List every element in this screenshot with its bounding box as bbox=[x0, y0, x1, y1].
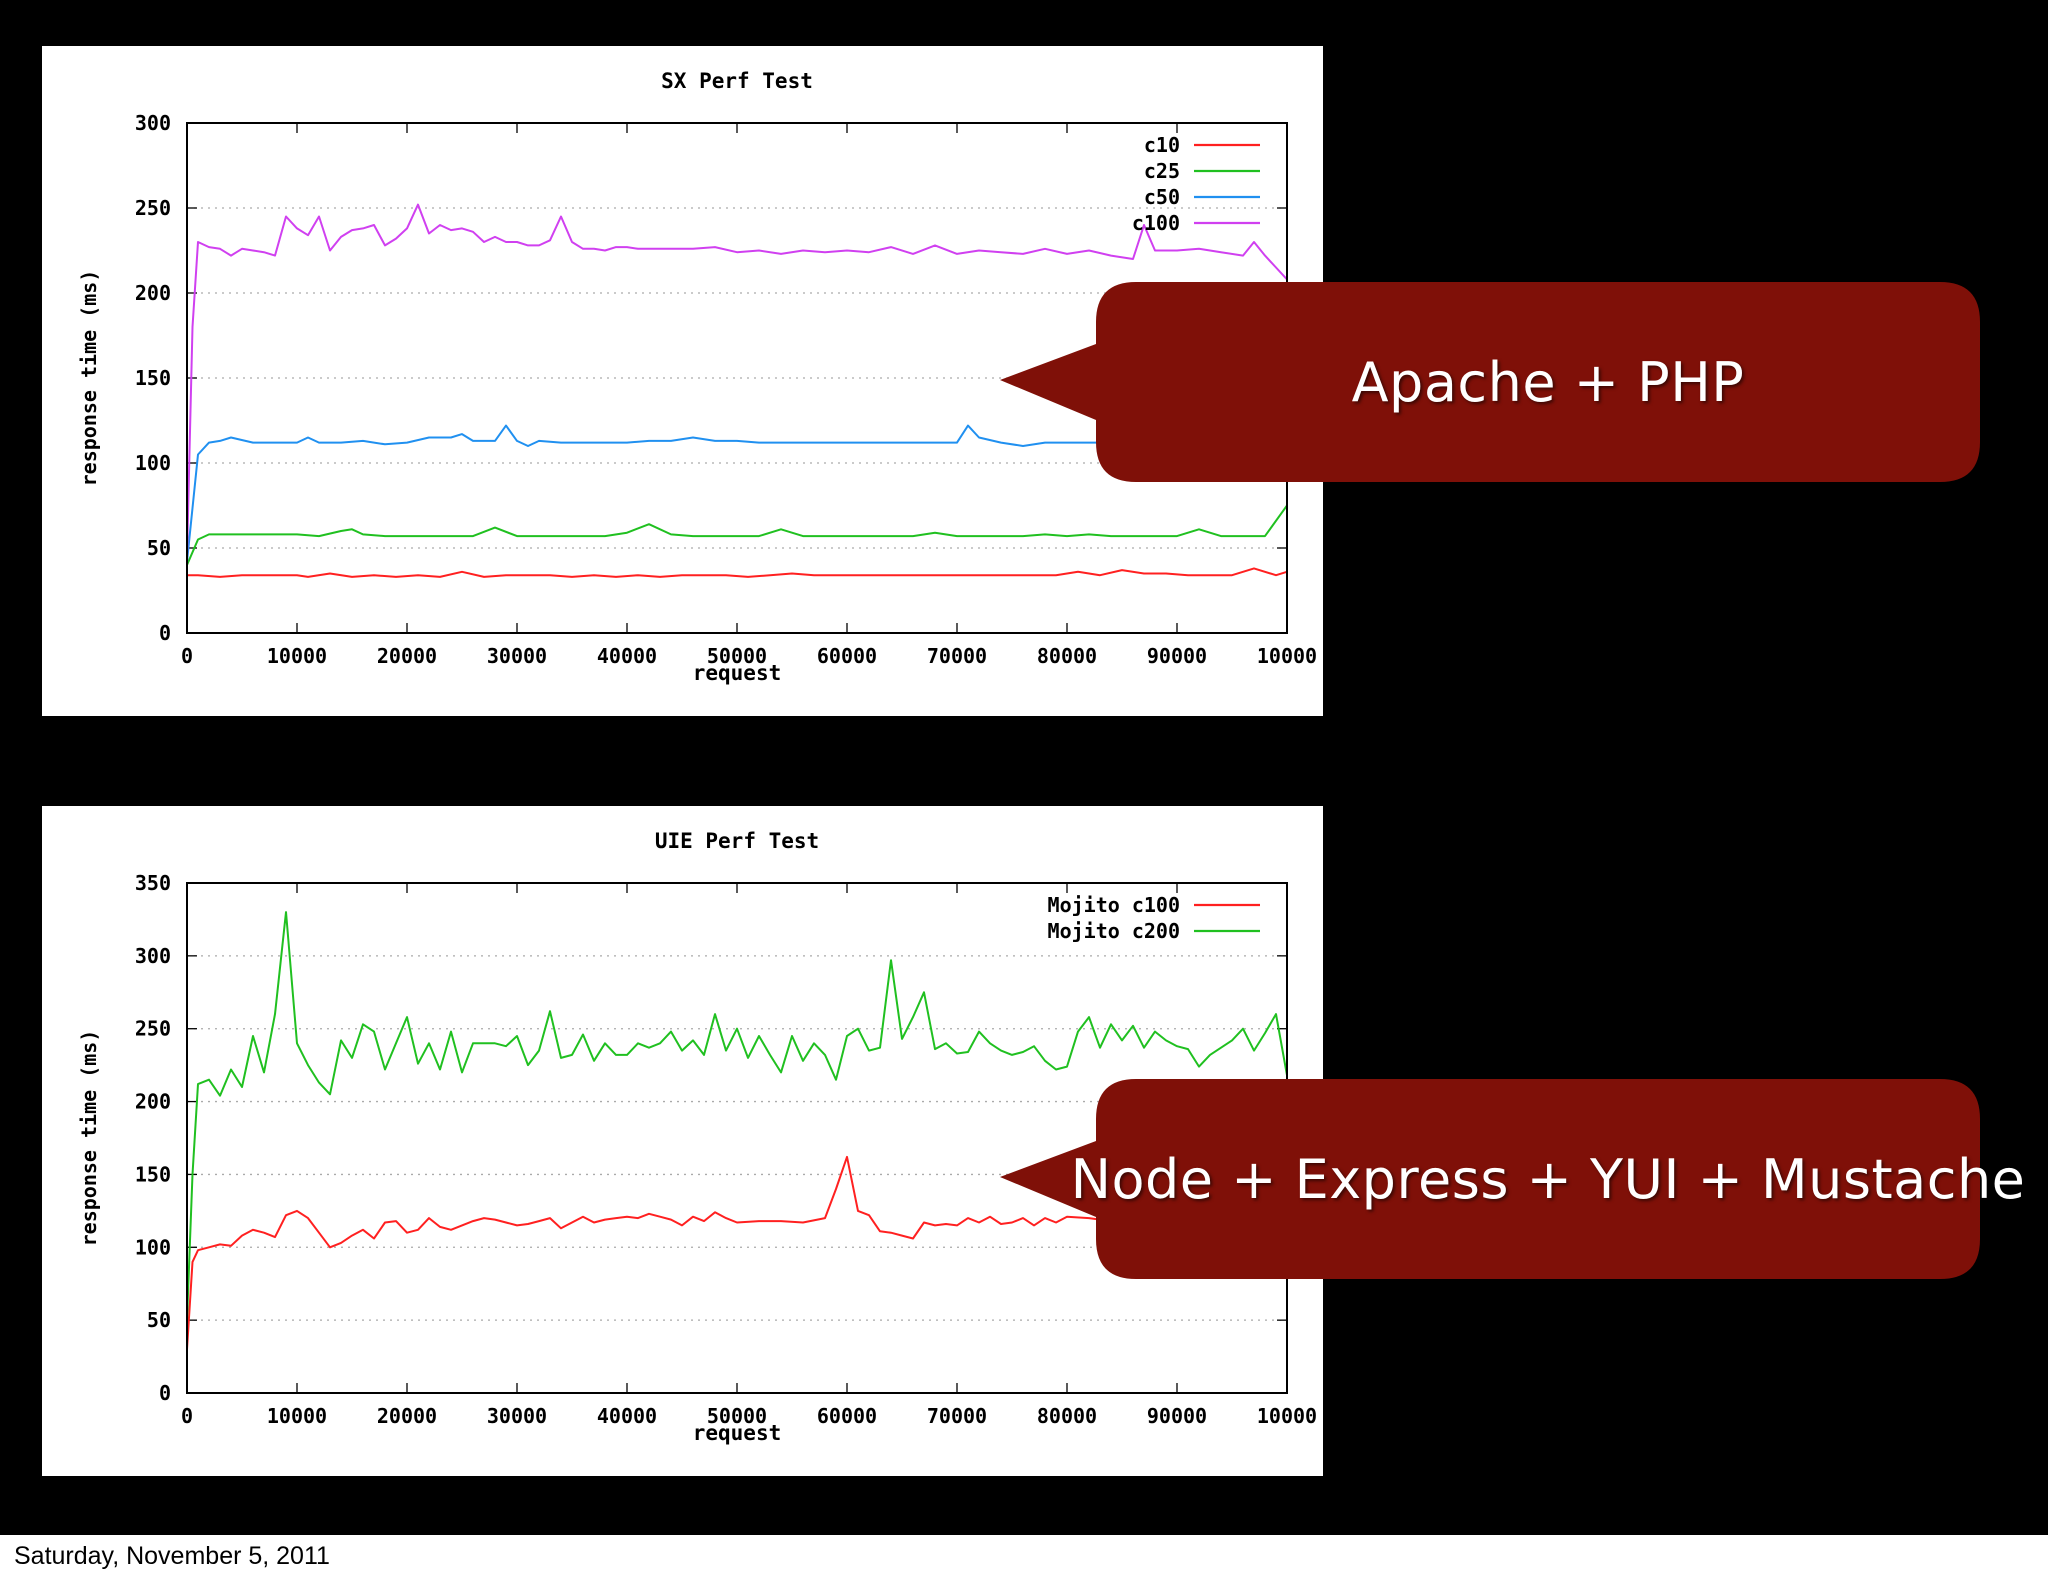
y-tick-label: 300 bbox=[135, 111, 171, 135]
x-axis-label: request bbox=[693, 661, 782, 685]
slide-background: SX Perf Test 0 50 100 150 200 250 300 0 10000 2000… bbox=[0, 0, 2048, 1535]
x-tick-label: 90000 bbox=[1147, 644, 1207, 668]
x-tick-label: 80000 bbox=[1037, 644, 1097, 668]
callout-bubble-shape bbox=[1000, 282, 1980, 482]
x-tick-label: 50000 bbox=[707, 644, 767, 668]
x-tick-label: 10000 bbox=[267, 1404, 327, 1428]
x-tick-label: 10000 bbox=[1257, 1404, 1317, 1428]
x-tick-label: 80000 bbox=[1037, 1404, 1097, 1428]
y-tick-label: 250 bbox=[135, 196, 171, 220]
x-tick-label: 60000 bbox=[817, 1404, 877, 1428]
x-tick-label: 60000 bbox=[817, 644, 877, 668]
y-tick-label: 150 bbox=[135, 366, 171, 390]
x-tick-label: 40000 bbox=[597, 644, 657, 668]
x-tick-label: 70000 bbox=[927, 644, 987, 668]
x-tick-label: 50000 bbox=[707, 1404, 767, 1428]
legend-label: c50 bbox=[1144, 185, 1180, 209]
x-tick-label: 20000 bbox=[377, 1404, 437, 1428]
footer-date: Saturday, November 5, 2011 bbox=[14, 1542, 330, 1570]
sx-perf-chart: SX Perf Test 0 50 100 150 200 250 300 0 10000 2000… bbox=[77, 69, 1317, 685]
x-tick-label: 30000 bbox=[487, 1404, 547, 1428]
node-express-callout: Node + Express + YUI + Mustache bbox=[1000, 1079, 2026, 1279]
series-line-c100 bbox=[186, 203, 1288, 557]
y-axis-label: response time (ms) bbox=[77, 270, 101, 487]
uie-perf-chart: UIE Perf Test 0 50 100 150 200 250 300 350 0 10000… bbox=[77, 829, 1317, 1445]
legend-label: c25 bbox=[1144, 159, 1180, 183]
apache-php-label: Apache + PHP bbox=[1351, 350, 1745, 414]
series-line-c10 bbox=[187, 567, 1288, 578]
y-axis-label: response time (ms) bbox=[77, 1030, 101, 1247]
legend-label: c100 bbox=[1132, 211, 1180, 235]
series-line-c50 bbox=[186, 424, 1133, 562]
x-tick-label: 10000 bbox=[1257, 644, 1317, 668]
y-tick-label: 350 bbox=[135, 871, 171, 895]
x-tick-label: 40000 bbox=[597, 1404, 657, 1428]
y-tick-label: 50 bbox=[147, 536, 171, 560]
x-tick-label: 30000 bbox=[487, 644, 547, 668]
node-express-label: Node + Express + YUI + Mustache bbox=[1070, 1147, 2026, 1211]
x-axis-label: request bbox=[693, 1421, 782, 1445]
y-tick-label: 100 bbox=[135, 451, 171, 475]
x-tick-label: 10000 bbox=[267, 644, 327, 668]
y-tick-label: 300 bbox=[135, 944, 171, 968]
chart-title: UIE Perf Test bbox=[655, 829, 819, 853]
y-tick-label: 50 bbox=[147, 1308, 171, 1332]
series-line-mojito-c200 bbox=[186, 911, 1288, 1321]
chart-title: SX Perf Test bbox=[661, 69, 813, 93]
callout-bubble-shape bbox=[1000, 1079, 1980, 1279]
x-tick-label: 70000 bbox=[927, 1404, 987, 1428]
y-tick-label: 0 bbox=[159, 1381, 171, 1405]
x-tick-label: 20000 bbox=[377, 644, 437, 668]
y-tick-label: 200 bbox=[135, 281, 171, 305]
y-tick-label: 150 bbox=[135, 1162, 171, 1186]
y-tick-label: 200 bbox=[135, 1090, 171, 1114]
y-tick-label: 0 bbox=[159, 621, 171, 645]
legend-label: Mojito c100 bbox=[1048, 893, 1180, 917]
callout-bubble bbox=[1000, 1079, 1980, 1279]
series-line-mojito-c100 bbox=[186, 1155, 1112, 1350]
legend-label: Mojito c200 bbox=[1048, 919, 1180, 943]
callout-bubble bbox=[1000, 282, 1980, 482]
x-tick-label: 0 bbox=[181, 1404, 193, 1428]
legend-label: c10 bbox=[1144, 133, 1180, 157]
x-tick-label: 0 bbox=[181, 644, 193, 668]
series-line-c25 bbox=[186, 504, 1288, 566]
y-tick-label: 250 bbox=[135, 1017, 171, 1041]
apache-php-callout: Apache + PHP bbox=[1000, 282, 2000, 482]
x-tick-label: 90000 bbox=[1147, 1404, 1207, 1428]
y-tick-label: 100 bbox=[135, 1235, 171, 1259]
